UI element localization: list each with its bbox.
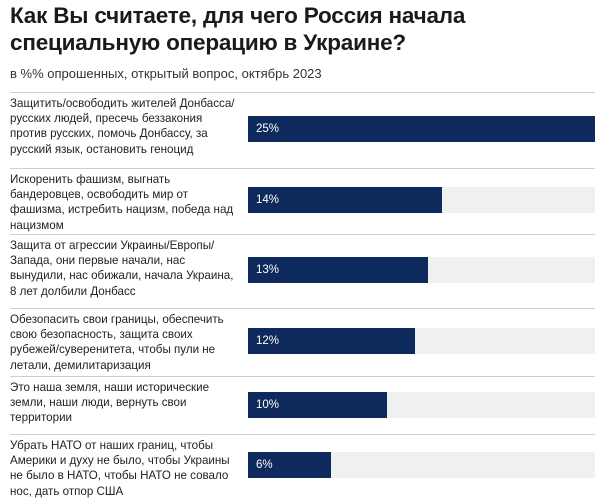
category-label: Защитить/освободить жителей Донбасса/рус… [10, 97, 235, 156]
bar-value-label: 13% [256, 264, 280, 276]
bar-value-label: 10% [256, 399, 280, 411]
chart-row: Защита от агрессии Украины/Европы/Запада… [10, 234, 595, 305]
chart-title: Как Вы считаете, для чего Россия начала … [10, 3, 466, 55]
chart-row: Искоренить фашизм, выгнать бандеровцев, … [10, 168, 595, 232]
chart-row: Это наша земля, наши исторические земли,… [10, 376, 595, 433]
chart-row: Убрать НАТО от наших границ, чтобы Амери… [10, 434, 595, 498]
category-label: Убрать НАТО от наших границ, чтобы Амери… [10, 439, 230, 498]
bar-value-label: 12% [256, 335, 280, 347]
bar: 25% [248, 116, 595, 142]
bar-value-label: 25% [256, 123, 280, 135]
bar: 13% [248, 257, 428, 283]
bar-track: 25% [248, 116, 595, 142]
category-label: Это наша земля, наши исторические земли,… [10, 381, 210, 425]
category-label: Искоренить фашизм, выгнать бандеровцев, … [10, 173, 234, 232]
bar-value-label: 6% [256, 459, 273, 471]
chart-subtitle: в %% опрошенных, открытый вопрос, октябр… [10, 66, 322, 81]
bar: 6% [248, 452, 331, 478]
chart-row: Защитить/освободить жителей Донбасса/рус… [10, 92, 595, 165]
category-label: Обезопасить свои границы, обеспечить сво… [10, 313, 224, 372]
chart-row: Обезопасить свои границы, обеспечить сво… [10, 308, 595, 373]
bar-track: 13% [248, 257, 595, 283]
category-label: Защита от агрессии Украины/Европы/Запада… [10, 239, 234, 298]
bar-value-label: 14% [256, 194, 280, 206]
bar-track: 14% [248, 187, 595, 213]
bar-track: 6% [248, 452, 595, 478]
bar-track: 10% [248, 392, 595, 418]
bar: 14% [248, 187, 442, 213]
bar: 12% [248, 328, 415, 354]
bar-track: 12% [248, 328, 595, 354]
bar: 10% [248, 392, 387, 418]
